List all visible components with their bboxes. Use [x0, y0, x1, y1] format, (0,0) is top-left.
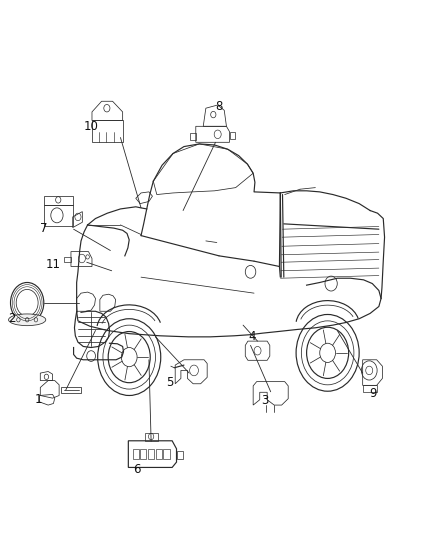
Text: 8: 8 [215, 100, 223, 113]
Text: 1: 1 [35, 393, 42, 406]
Text: 2: 2 [8, 312, 16, 325]
Text: 5: 5 [166, 376, 173, 389]
Circle shape [320, 343, 336, 362]
Text: 11: 11 [46, 258, 61, 271]
Ellipse shape [8, 314, 46, 326]
Circle shape [121, 348, 137, 367]
Text: 6: 6 [133, 463, 141, 475]
Text: 10: 10 [84, 120, 99, 133]
Text: 3: 3 [261, 394, 268, 407]
Text: 7: 7 [40, 222, 48, 235]
Text: 9: 9 [369, 387, 377, 400]
Text: 4: 4 [248, 330, 256, 343]
